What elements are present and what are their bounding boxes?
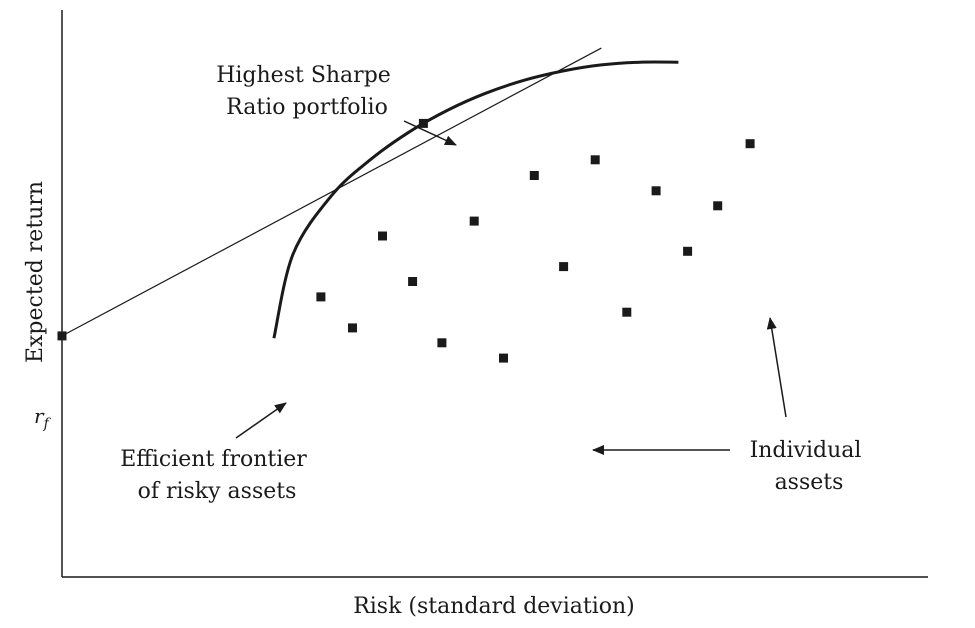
annotation-sharpe: Highest Sharpe Ratio portfolio	[216, 63, 398, 120]
asset-point	[713, 201, 723, 211]
arrow-to-efficient-frontier	[235, 402, 287, 439]
risk-free-label: rf	[34, 404, 52, 432]
asset-point	[683, 246, 693, 256]
asset-point	[408, 277, 418, 286]
annotation-frontier: Efficient frontier of risky assets	[120, 447, 314, 504]
asset-point	[590, 155, 600, 165]
asset-point	[469, 216, 479, 226]
tangency-portfolio-point	[418, 118, 428, 128]
risk-free-point	[57, 331, 67, 341]
risk-free-subscript: f	[43, 416, 52, 432]
asset-point	[529, 171, 539, 180]
asset-point	[437, 338, 447, 348]
efficient-frontier-curve	[272, 60, 679, 339]
x-axis-title: Risk (standard deviation)	[353, 594, 635, 619]
annotation-sharpe-line-1: Highest Sharpe	[216, 63, 391, 88]
annotation-sharpe-line-2: Ratio portfolio	[226, 95, 388, 120]
asset-point	[745, 139, 755, 149]
risk-free-symbol: r	[34, 404, 45, 428]
asset-point	[622, 307, 632, 317]
asset-point	[651, 186, 661, 196]
annotation-assets-line-2: assets	[775, 470, 844, 495]
annotation-frontier-line-2: of risky assets	[138, 479, 297, 504]
asset-point	[378, 231, 387, 241]
asset-point	[348, 323, 357, 333]
annotation-assets-line-1: Individual	[750, 438, 862, 463]
tangent-line	[61, 47, 602, 337]
arrow-to-sharpe-portfolio	[403, 120, 457, 146]
y-axis-title: Expected return	[23, 181, 48, 363]
asset-point	[499, 353, 508, 363]
asset-point	[316, 292, 326, 302]
asset-point	[559, 262, 569, 272]
annotation-assets: Individual assets	[750, 438, 869, 495]
arrow-up-to-asset	[766, 317, 787, 418]
annotation-frontier-line-1: Efficient frontier	[120, 447, 307, 472]
